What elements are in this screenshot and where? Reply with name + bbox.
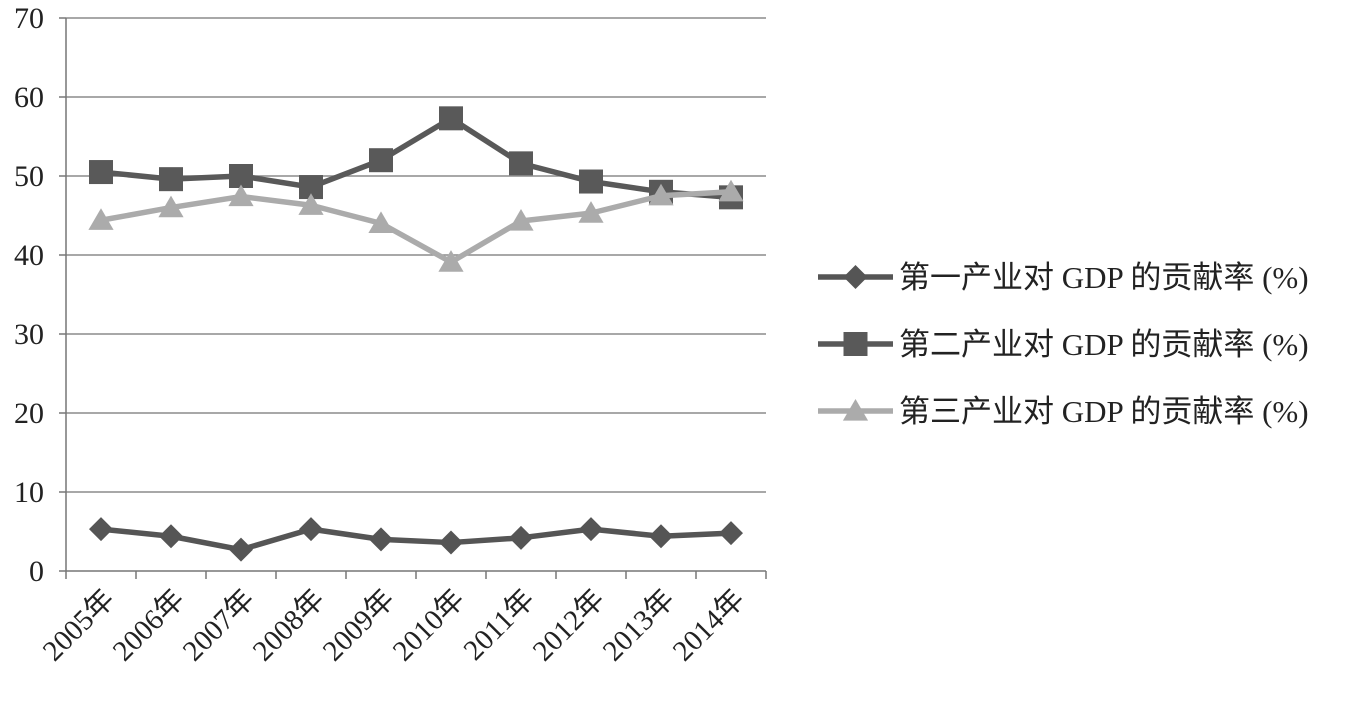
series-3 <box>88 179 744 272</box>
legend-label: 第三产业对 GDP 的贡献率 (%) <box>899 394 1309 429</box>
legend-item-3: 第三产业对 GDP 的贡献率 (%) <box>818 394 1309 429</box>
data-point-diamond <box>89 517 113 542</box>
gridlines <box>66 17 766 493</box>
data-point-diamond <box>509 525 533 550</box>
data-point-triangle <box>648 183 674 206</box>
legend-label: 第二产业对 GDP 的贡献率 (%) <box>899 327 1309 362</box>
data-point-triangle <box>578 201 604 223</box>
data-point-triangle <box>508 209 534 231</box>
x-tick-label: 2009年 <box>316 583 401 668</box>
x-tick-label: 2007年 <box>176 583 261 668</box>
data-point-triangle <box>842 399 869 421</box>
data-point-square <box>509 151 533 176</box>
data-point-triangle <box>298 193 324 215</box>
data-point-diamond <box>579 517 603 542</box>
data-point-triangle <box>368 211 394 233</box>
x-tick-label: 2008年 <box>246 583 331 668</box>
y-tick-label: 0 <box>29 555 44 588</box>
series-line <box>100 115 732 201</box>
x-tick-label: 2005年 <box>36 583 121 668</box>
x-tick-label: 2012年 <box>526 583 611 668</box>
data-point-triangle <box>88 208 114 230</box>
y-tick-label: 70 <box>14 2 44 35</box>
data-point-triangle <box>228 184 254 207</box>
legend-item-2: 第二产业对 GDP 的贡献率 (%) <box>818 327 1309 362</box>
series-2 <box>89 106 743 210</box>
series-line <box>100 189 732 265</box>
series-line <box>100 526 732 553</box>
x-tick-label: 2011年 <box>457 583 541 667</box>
data-point-diamond <box>369 527 393 552</box>
y-axis-ticks: 0 10 20 30 40 50 60 70 <box>14 2 44 588</box>
x-tick-label: 2006年 <box>106 583 191 668</box>
data-point-square <box>159 167 183 192</box>
x-axis-ticks: 2005年2006年2007年2008年2009年2010年2011年2012年… <box>36 583 751 668</box>
y-tick-label: 20 <box>14 397 44 430</box>
data-point-diamond <box>843 265 868 289</box>
data-point-triangle <box>718 179 744 202</box>
x-tick-label: 2013年 <box>596 583 681 668</box>
data-point-diamond <box>159 524 183 549</box>
data-point-square <box>229 164 253 188</box>
series-1 <box>89 517 743 562</box>
y-tick-label: 40 <box>14 239 44 272</box>
data-point-diamond <box>439 530 463 555</box>
y-tick-label: 60 <box>14 81 44 114</box>
data-point-diamond <box>229 537 253 562</box>
x-tick-label: 2010年 <box>386 583 471 668</box>
y-tick-label: 10 <box>14 476 44 509</box>
data-point-diamond <box>649 524 673 549</box>
data-point-square <box>843 332 868 356</box>
data-point-square <box>89 160 113 185</box>
legend-label: 第一产业对 GDP 的贡献率 (%) <box>899 260 1309 295</box>
x-tick-label: 2014年 <box>666 583 751 668</box>
y-tick-label: 30 <box>14 318 44 351</box>
series-lines <box>88 106 744 562</box>
y-tick-label: 50 <box>14 160 44 193</box>
data-point-square <box>439 106 463 131</box>
data-point-diamond <box>719 521 743 546</box>
legend: 第一产业对 GDP 的贡献率 (%) 第二产业对 GDP 的贡献率 (%) 第三产业… <box>818 260 1309 429</box>
data-point-triangle <box>438 250 464 272</box>
data-point-square <box>579 169 603 194</box>
data-point-diamond <box>299 517 323 542</box>
data-point-triangle <box>158 195 184 218</box>
axes <box>59 17 767 579</box>
legend-item-1: 第一产业对 GDP 的贡献率 (%) <box>818 260 1309 295</box>
data-point-square <box>369 148 393 173</box>
